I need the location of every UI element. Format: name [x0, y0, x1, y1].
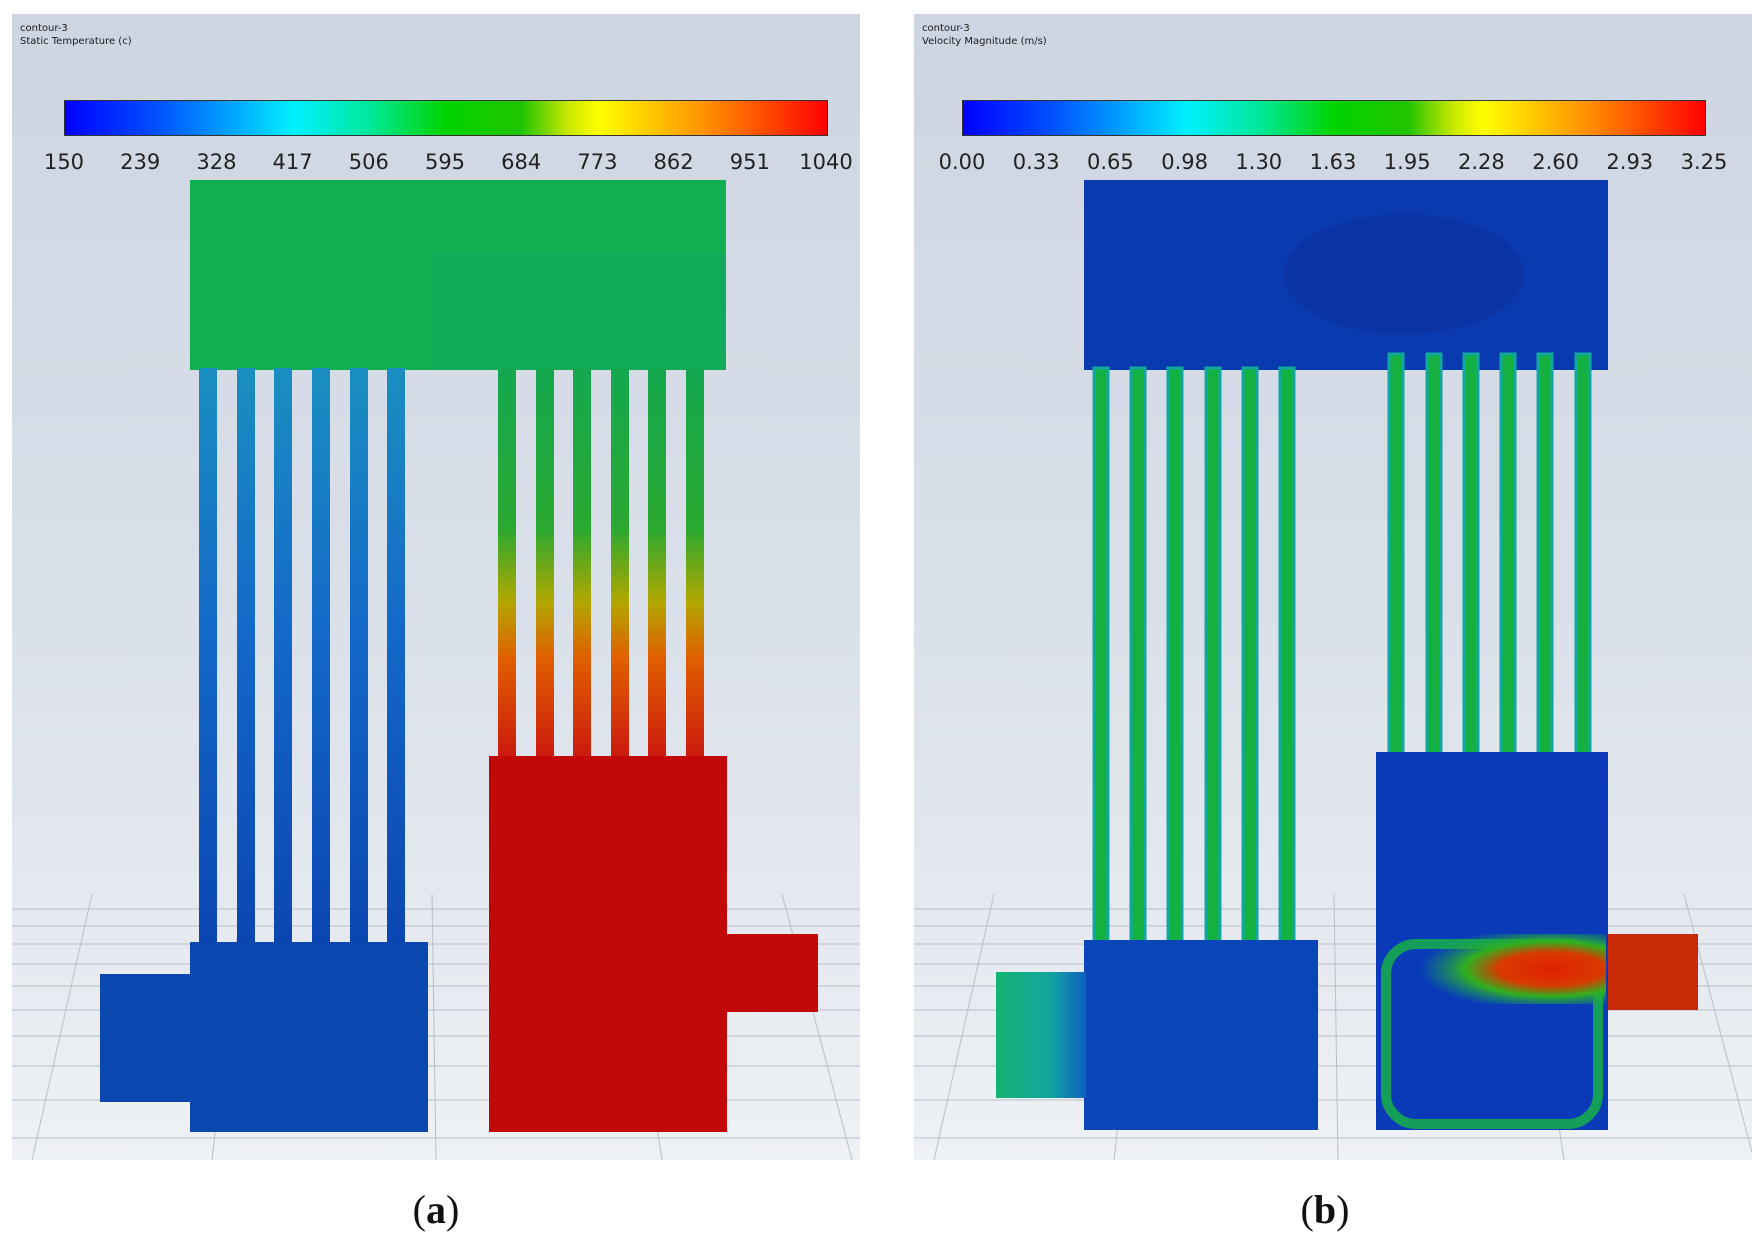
variable-name: Velocity Magnitude (m/s): [922, 36, 1047, 47]
hot-tubes: [498, 368, 704, 770]
left-inlet: [996, 972, 1086, 1098]
tick-label: 506: [348, 150, 389, 174]
tick-label: 1040: [799, 150, 853, 174]
tick-label: 2.28: [1458, 150, 1505, 174]
right-tubes: [1387, 352, 1592, 766]
velocity-contour-panel: contour-3 Velocity Magnitude (m/s) 0.00 …: [914, 14, 1752, 1160]
hot-lower-box: [489, 756, 727, 1132]
tick-label: 0.00: [938, 150, 986, 174]
tick-label: 862: [653, 150, 694, 174]
tick-label: 595: [424, 150, 466, 174]
right-outlet: [1608, 934, 1698, 1010]
tick-label: 3.25: [1680, 150, 1728, 174]
tick-label: 0.33: [1012, 150, 1060, 174]
plot-title: contour-3 Static Temperature (c): [20, 22, 132, 48]
tick-label: 1.63: [1309, 150, 1357, 174]
colorbar-ticks: 0.00 0.33 0.65 0.98 1.30 1.63 1.95 2.28 …: [939, 150, 1728, 176]
plot-title: contour-3 Velocity Magnitude (m/s): [922, 22, 1047, 48]
variable-name: Static Temperature (c): [20, 36, 132, 47]
left-tubes: [1092, 366, 1296, 960]
velocity-colorbar: [962, 100, 1706, 136]
cold-lower-box: [190, 942, 428, 1132]
contour-name: contour-3: [20, 23, 68, 34]
tick-label: 0.65: [1087, 150, 1134, 174]
tick-label: 1.95: [1383, 150, 1431, 174]
tick-label: 951: [729, 150, 770, 174]
contour-name: contour-3: [922, 23, 970, 34]
tick-label: 2.60: [1532, 150, 1579, 174]
temperature-contour-panel: contour-3 Static Temperature (c) 150 239…: [12, 14, 860, 1160]
tick-label: 773: [577, 150, 618, 174]
velocity-geometry: [914, 180, 1752, 1160]
temperature-geometry: [12, 180, 860, 1160]
caption-b: (b): [1300, 1187, 1350, 1232]
tick-label: 684: [501, 150, 542, 174]
tick-label: 328: [196, 150, 237, 174]
caption-a: (a): [412, 1187, 460, 1232]
temperature-colorbar: [64, 100, 828, 136]
tick-label: 150: [43, 150, 85, 174]
hot-outlet: [726, 934, 818, 1012]
cold-tubes: [199, 368, 405, 958]
tick-label: 239: [120, 150, 161, 174]
tick-label: 417: [272, 150, 313, 174]
tick-label: 1.30: [1235, 150, 1283, 174]
colorbar-ticks: 150 239 328 417 506 595 684 773 862 951 …: [44, 150, 853, 176]
cold-inlet: [100, 974, 192, 1102]
tick-label: 2.93: [1606, 150, 1654, 174]
tick-label: 0.98: [1161, 150, 1208, 174]
left-lower-box: [1084, 940, 1318, 1130]
